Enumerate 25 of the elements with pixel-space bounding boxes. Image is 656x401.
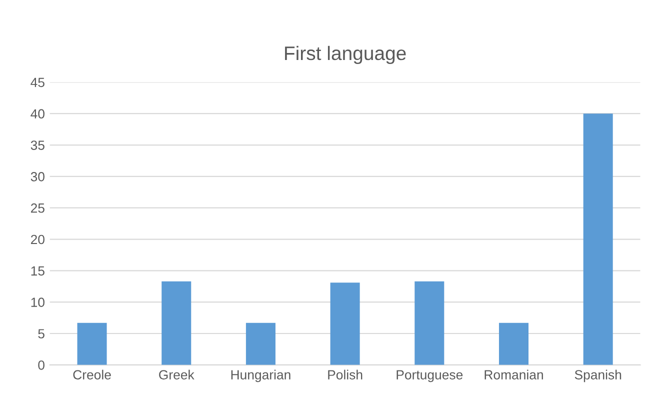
x-tick-label: Portuguese bbox=[396, 370, 463, 382]
y-tick-label: 5 bbox=[38, 329, 44, 338]
y-tick-label: 30 bbox=[30, 172, 44, 182]
y-tick-label: 35 bbox=[30, 140, 44, 150]
y-tick-label: 15 bbox=[31, 266, 44, 276]
chart-title: First language bbox=[285, 46, 406, 64]
x-tick-label: Romanian bbox=[484, 370, 543, 380]
x-tick-label: Spanish bbox=[574, 370, 622, 382]
y-tick-label: 0 bbox=[38, 360, 44, 370]
bar bbox=[498, 322, 528, 365]
x-tick-label: Polish bbox=[328, 370, 362, 380]
bar bbox=[77, 322, 107, 365]
y-tick-label: 20 bbox=[30, 234, 44, 244]
bar bbox=[246, 322, 276, 365]
y-tick-label: 25 bbox=[30, 203, 44, 213]
bar bbox=[583, 114, 613, 365]
x-tick-label: Hungarian bbox=[231, 370, 290, 382]
bar bbox=[162, 281, 192, 365]
y-tick-label: 45 bbox=[30, 78, 44, 88]
y-tick-label: 40 bbox=[30, 109, 44, 119]
y-tick-label: 10 bbox=[31, 298, 44, 307]
x-tick-label: Creole bbox=[73, 370, 111, 380]
bar bbox=[414, 281, 444, 365]
x-tick-label: Greek bbox=[159, 370, 194, 380]
bar bbox=[330, 282, 360, 365]
